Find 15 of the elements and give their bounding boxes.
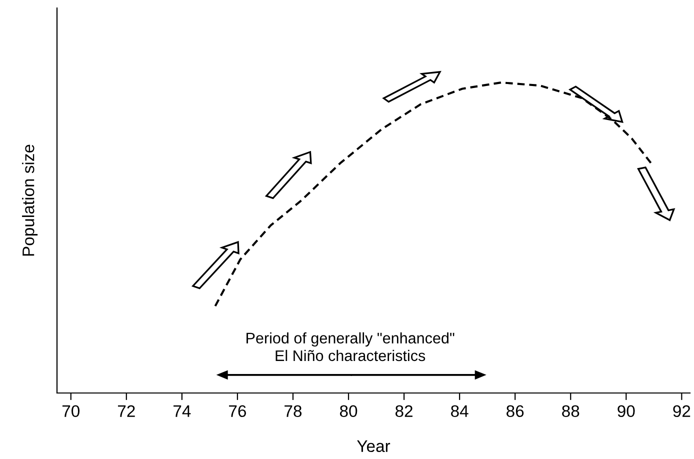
- y-axis-title: Population size: [22, 144, 38, 256]
- x-tick-label: 78: [284, 405, 302, 418]
- x-tick-label: 72: [118, 405, 135, 417]
- x-tick-label: 88: [562, 405, 580, 418]
- x-tick-label: 76: [229, 405, 246, 418]
- x-tick-label: 92: [673, 405, 690, 418]
- x-tick-label: 70: [62, 405, 80, 418]
- x-tick-label: 90: [618, 405, 635, 418]
- x-tick-label: 80: [340, 405, 358, 418]
- x-tick-label: 86: [506, 405, 524, 418]
- x-tick-label: 74: [174, 405, 191, 417]
- x-tick-label: 84: [451, 405, 468, 418]
- x-axis-title: Year: [357, 440, 390, 452]
- x-tick-label: 82: [395, 405, 412, 418]
- annotation: Period of generally "enhanced" El Niño characteristics: [246, 332, 454, 362]
